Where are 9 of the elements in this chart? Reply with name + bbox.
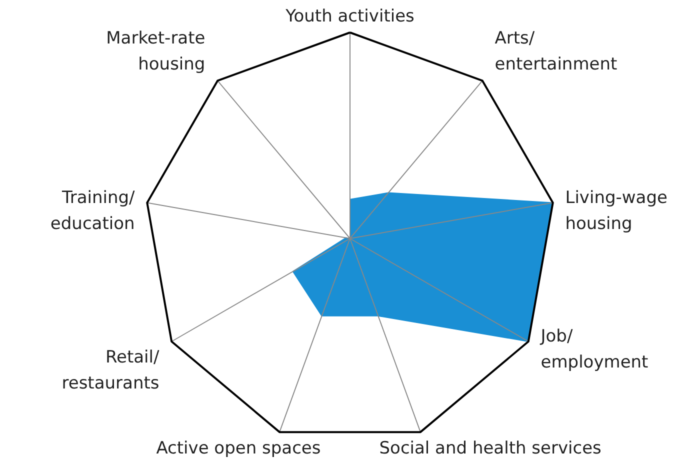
spoke-label: Arts/ entertainment (494, 28, 618, 75)
spoke-label: Job/ employment (540, 326, 649, 373)
spoke-label: Living-wage housing (565, 188, 668, 234)
spoke-label: Active open spaces (156, 438, 321, 458)
spoke-label: Training/ education (50, 188, 136, 234)
spoke-label: Market-rate housing (106, 28, 206, 75)
spoke-label: Social and health services (379, 438, 602, 458)
spoke-label: Youth activities (284, 6, 415, 26)
spoke-label: Retail/ restaurants (62, 348, 160, 394)
